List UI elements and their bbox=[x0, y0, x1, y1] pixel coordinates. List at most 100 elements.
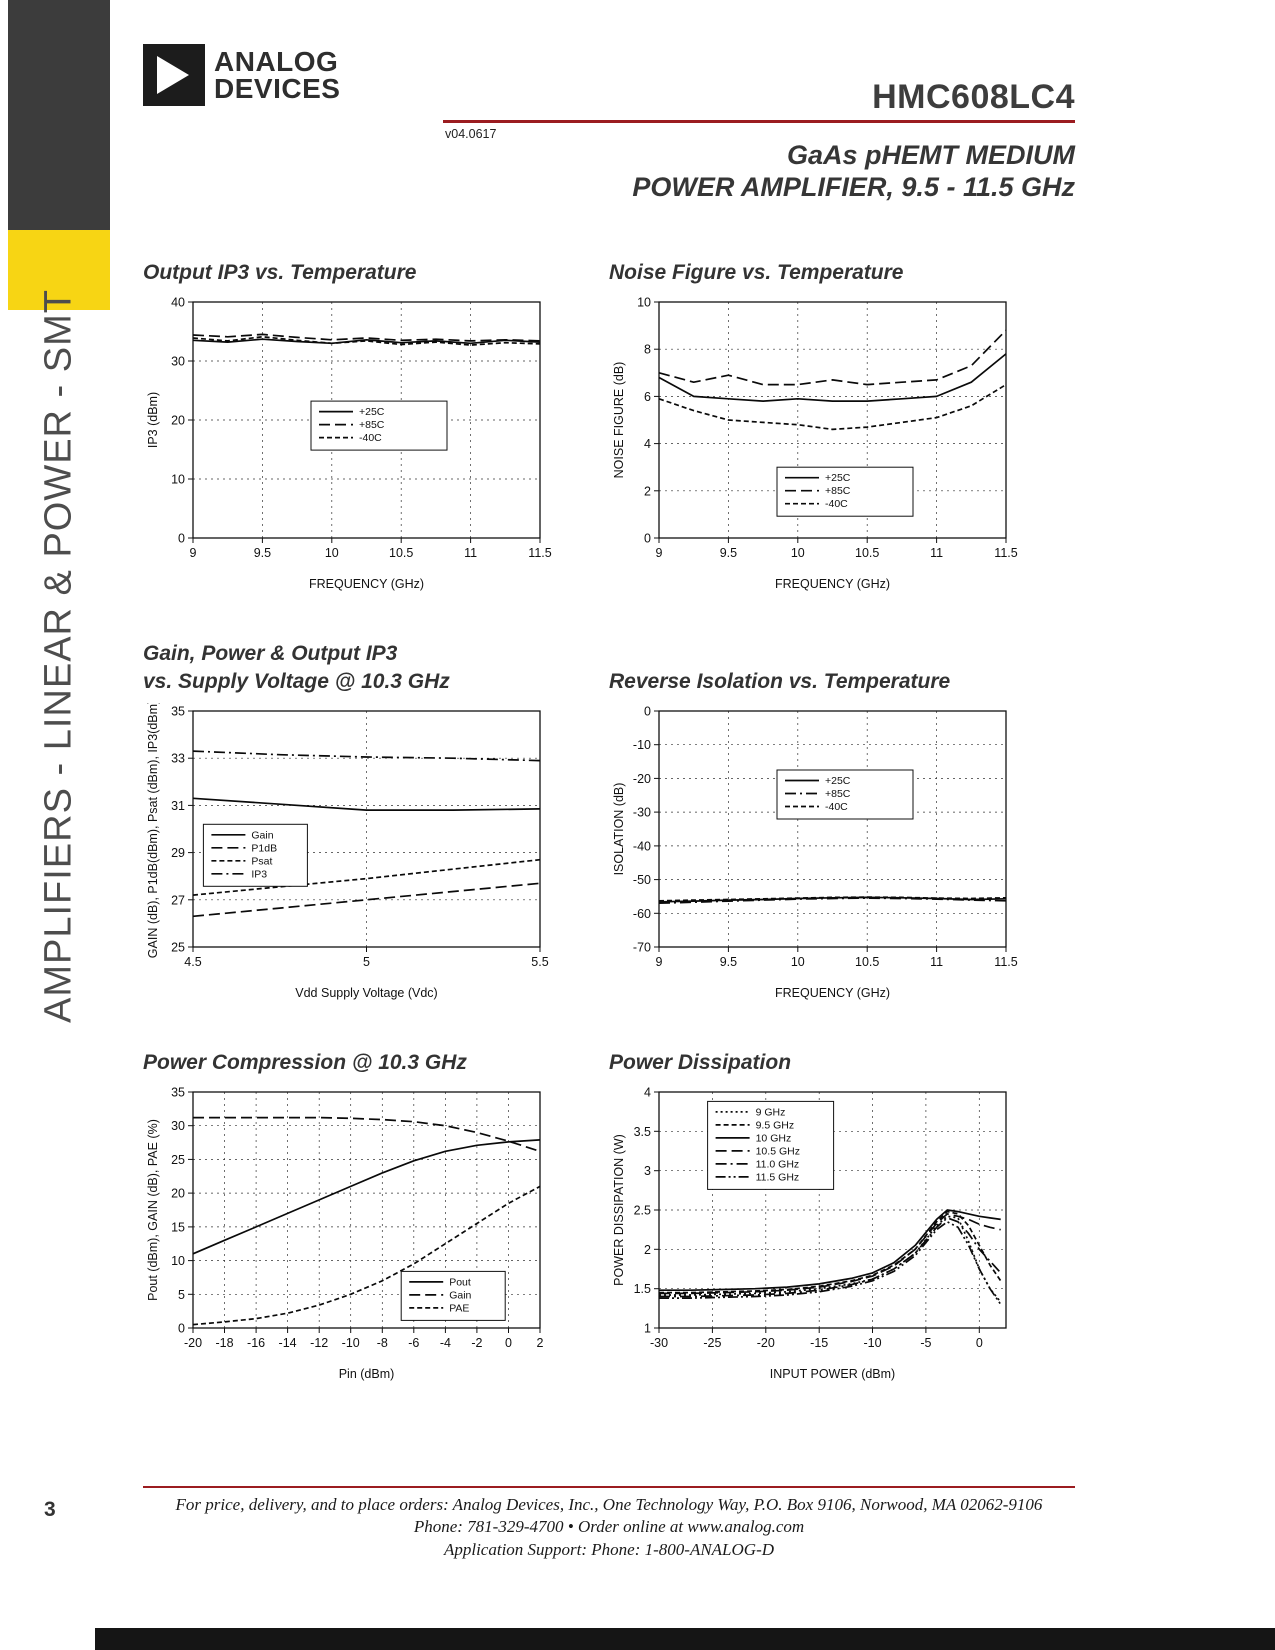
svg-text:Pout: Pout bbox=[449, 1276, 471, 1288]
svg-text:10: 10 bbox=[325, 546, 339, 560]
svg-text:-16: -16 bbox=[247, 1336, 265, 1350]
svg-text:-40: -40 bbox=[633, 839, 651, 853]
sidebar-dark-block bbox=[8, 0, 110, 230]
footer-line2: Phone: 781-329-4700 • Order online at ww… bbox=[413, 1517, 805, 1537]
svg-text:9: 9 bbox=[190, 546, 197, 560]
brand-line1: ANALOG bbox=[214, 45, 339, 77]
svg-text:4: 4 bbox=[644, 437, 651, 451]
svg-text:11.5: 11.5 bbox=[994, 955, 1017, 969]
sidebar-yellow-block bbox=[8, 230, 110, 310]
svg-text:10.5: 10.5 bbox=[855, 546, 879, 560]
svg-text:-4: -4 bbox=[440, 1336, 451, 1350]
svg-text:30: 30 bbox=[171, 355, 185, 369]
version-label: v04.0617 bbox=[445, 127, 497, 141]
svg-text:9: 9 bbox=[656, 546, 663, 560]
footer: For price, delivery, and to place orders… bbox=[143, 1494, 1075, 1561]
footer-rule bbox=[143, 1486, 1075, 1488]
chart-title-gain-power-ip3: Gain, Power & Output IP3 vs. Supply Volt… bbox=[143, 637, 609, 695]
svg-text:11: 11 bbox=[464, 546, 477, 560]
chart-section-output-ip3: Output IP3 vs. Temperature 9 9.5 10 10.5 11 1… bbox=[143, 256, 609, 601]
svg-text:40: 40 bbox=[171, 296, 185, 310]
chart-canvas-gain-power-ip3: 4.5 5 5.5 25 27 29 31 33 35 Vdd Supply Voltage (V… bbox=[143, 700, 609, 1010]
svg-text:30: 30 bbox=[171, 1119, 185, 1133]
svg-text:-70: -70 bbox=[633, 941, 651, 955]
svg-text:-20: -20 bbox=[184, 1336, 202, 1350]
svg-text:+85C: +85C bbox=[825, 485, 851, 497]
svg-text:0: 0 bbox=[976, 1336, 983, 1350]
svg-text:31: 31 bbox=[171, 799, 185, 813]
svg-text:Gain: Gain bbox=[251, 829, 273, 841]
svg-text:4.5: 4.5 bbox=[184, 955, 201, 969]
svg-text:20: 20 bbox=[171, 1187, 185, 1201]
svg-text:Psat: Psat bbox=[251, 855, 272, 867]
svg-text:-10: -10 bbox=[863, 1336, 881, 1350]
chart-title-output-ip3: Output IP3 vs. Temperature bbox=[143, 256, 609, 286]
document-subtitle: GaAs pHEMT MEDIUM POWER AMPLIFIER, 9.5 -… bbox=[632, 140, 1075, 204]
svg-text:-18: -18 bbox=[215, 1336, 233, 1350]
svg-text:3: 3 bbox=[644, 1164, 651, 1178]
chart-section-power-dissipation: Power Dissipation -30 -25 -20 -15 -10 -5 0 1 1.5… bbox=[609, 1046, 1075, 1391]
svg-text:35: 35 bbox=[171, 1086, 185, 1100]
svg-text:10.5 GHz: 10.5 GHz bbox=[756, 1145, 800, 1157]
svg-text:5.5: 5.5 bbox=[531, 955, 548, 969]
chart-title-line: Output IP3 vs. Temperature bbox=[143, 260, 417, 284]
chart-svg-gain-power-ip3-vs-vdd: 4.5 5 5.5 25 27 29 31 33 35 Vdd Supply Voltage (V… bbox=[146, 700, 549, 1000]
svg-text:0: 0 bbox=[644, 705, 651, 719]
svg-text:35: 35 bbox=[171, 705, 185, 719]
chart-svg-reverse-isolation: 9 9.5 10 10.5 11 11.5 0 -10 -20 -30 -40 -50 -60 -70 FR… bbox=[612, 705, 1018, 1001]
bottom-black-bar bbox=[95, 1628, 1275, 1650]
svg-text:Vdd Supply Voltage (Vdc): Vdd Supply Voltage (Vdc) bbox=[295, 986, 437, 1000]
svg-text:25: 25 bbox=[171, 1153, 185, 1167]
svg-text:5: 5 bbox=[178, 1288, 185, 1302]
svg-text:15: 15 bbox=[171, 1220, 185, 1234]
svg-text:-15: -15 bbox=[810, 1336, 828, 1350]
svg-text:-60: -60 bbox=[633, 907, 651, 921]
svg-text:-40C: -40C bbox=[825, 498, 848, 510]
brand-name: ANALOG DEVICES bbox=[214, 45, 341, 104]
subtitle-line2: POWER AMPLIFIER, 9.5 - 11.5 GHz bbox=[632, 171, 1075, 202]
svg-text:9 GHz: 9 GHz bbox=[756, 1106, 786, 1118]
svg-text:2.5: 2.5 bbox=[634, 1204, 651, 1218]
svg-text:-40C: -40C bbox=[825, 801, 848, 813]
chart-title-line: Power Compression @ 10.3 GHz bbox=[143, 1050, 467, 1074]
sidebar-category-label: AMPLIFIERS - LINEAR & POWER - SMT bbox=[37, 289, 80, 1023]
svg-text:33: 33 bbox=[171, 752, 185, 766]
chart-section-reverse-isolation: Reverse Isolation vs. Temperature 9 9.5 10… bbox=[609, 637, 1075, 1010]
svg-text:11: 11 bbox=[930, 955, 943, 969]
svg-text:10: 10 bbox=[171, 1254, 185, 1268]
header-rule bbox=[443, 120, 1075, 123]
svg-text:9.5: 9.5 bbox=[720, 955, 737, 969]
svg-text:-5: -5 bbox=[920, 1336, 931, 1350]
brand-line2: DEVICES bbox=[214, 73, 341, 104]
analog-devices-logo-icon bbox=[143, 44, 205, 106]
svg-text:10: 10 bbox=[171, 473, 185, 487]
svg-text:11: 11 bbox=[930, 546, 943, 560]
footer-line3: Application Support: Phone: 1-800-ANALOG… bbox=[443, 1539, 775, 1559]
svg-text:10.5: 10.5 bbox=[855, 955, 879, 969]
svg-text:NOISE FIGURE (dB): NOISE FIGURE (dB) bbox=[612, 362, 626, 479]
chart-section-power-compression: Power Compression @ 10.3 GHz -20 -18 -16 -1… bbox=[143, 1046, 609, 1391]
svg-text:Pout (dBm), GAIN (dB), PAE (%): Pout (dBm), GAIN (dB), PAE (%) bbox=[146, 1119, 160, 1301]
svg-text:FREQUENCY (GHz): FREQUENCY (GHz) bbox=[309, 577, 424, 591]
svg-text:+25C: +25C bbox=[825, 472, 851, 484]
chart-section-gain-power-ip3: Gain, Power & Output IP3 vs. Supply Volt… bbox=[143, 637, 609, 1010]
svg-text:-20: -20 bbox=[633, 772, 651, 786]
svg-text:+85C: +85C bbox=[825, 788, 851, 800]
svg-text:+25C: +25C bbox=[825, 775, 851, 787]
svg-text:9.5: 9.5 bbox=[254, 546, 271, 560]
svg-text:-2: -2 bbox=[471, 1336, 482, 1350]
subtitle-line1: GaAs pHEMT MEDIUM bbox=[786, 140, 1075, 170]
chart-svg-output-ip3: 9 9.5 10 10.5 11 11.5 0 10 20 30 40 FREQUENCY (GHz)… bbox=[146, 296, 552, 592]
chart-canvas-power-compression: -20 -18 -16 -14 -12 -10 -8 -6 -4 -2 0 2 0 5 10 15 20 25 30… bbox=[143, 1084, 609, 1391]
svg-text:ISOLATION (dB): ISOLATION (dB) bbox=[612, 783, 626, 876]
charts-grid: Output IP3 vs. Temperature 9 9.5 10 10.5 11 1… bbox=[143, 256, 1075, 1391]
svg-text:-12: -12 bbox=[310, 1336, 328, 1350]
svg-text:11.5 GHz: 11.5 GHz bbox=[756, 1171, 800, 1183]
svg-text:-20: -20 bbox=[757, 1336, 775, 1350]
svg-text:+85C: +85C bbox=[359, 419, 385, 431]
svg-text:-10: -10 bbox=[342, 1336, 360, 1350]
svg-text:3.5: 3.5 bbox=[634, 1125, 651, 1139]
chart-title-line: Gain, Power & Output IP3 bbox=[143, 642, 398, 666]
chart-canvas-reverse-isolation: 9 9.5 10 10.5 11 11.5 0 -10 -20 -30 -40 -50 -60 -70 FR… bbox=[609, 703, 1075, 1010]
